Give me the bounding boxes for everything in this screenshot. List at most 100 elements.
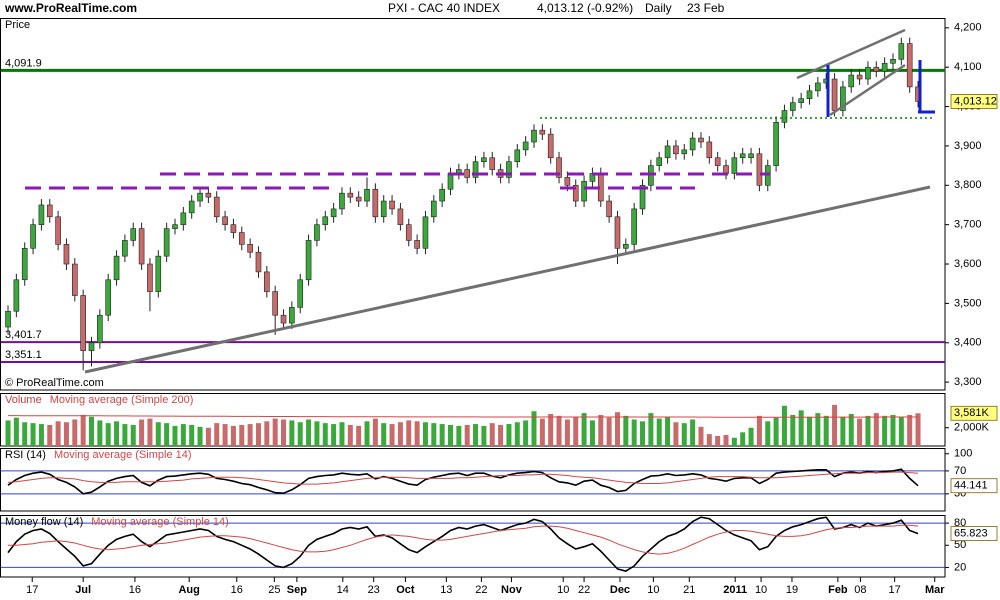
trend-line xyxy=(84,185,931,374)
y-tick-label: 3,500 xyxy=(954,297,982,309)
candle-body xyxy=(272,291,278,316)
volume-bar xyxy=(715,435,721,446)
volume-bar xyxy=(873,413,879,446)
x-tick-label: Jul xyxy=(75,584,91,596)
volume-bar xyxy=(372,418,378,446)
candle-body xyxy=(138,228,145,265)
candle-body xyxy=(739,153,746,159)
volume-bar xyxy=(589,420,595,446)
candle-body xyxy=(556,157,562,178)
volume-bar xyxy=(297,422,303,446)
volume-bar xyxy=(473,424,479,446)
volume-bar xyxy=(915,413,921,446)
candle-body xyxy=(347,192,354,198)
period: Daily xyxy=(645,1,672,15)
volume-bar xyxy=(606,417,612,446)
volume-bar xyxy=(105,423,111,446)
volume-bar xyxy=(765,421,771,446)
volume-bar xyxy=(756,415,762,446)
legend-entry: Moving average (Simple 200) xyxy=(50,394,194,406)
candle-body xyxy=(172,224,178,229)
y-tick-label: 3,900 xyxy=(954,140,982,152)
y-tick-label: 3,700 xyxy=(954,219,982,231)
candle-body xyxy=(581,181,587,202)
volume-bar xyxy=(790,414,796,446)
volume-bar xyxy=(197,426,203,446)
candle-body xyxy=(63,244,70,265)
candle-body xyxy=(789,102,796,111)
candle-body xyxy=(188,200,195,214)
volume-bar xyxy=(573,416,579,446)
volume-bar xyxy=(47,424,53,446)
candle-body xyxy=(489,157,496,170)
candle-body xyxy=(614,216,621,249)
candle-body xyxy=(673,145,679,155)
volume-bar xyxy=(30,423,36,446)
candle-body xyxy=(681,149,688,155)
volume-bar xyxy=(13,417,19,446)
candle-body xyxy=(514,149,521,162)
legend-entry: Moving average (Simple 14) xyxy=(54,449,192,461)
candle-body xyxy=(631,208,637,245)
x-tick-label: 10 xyxy=(755,584,767,596)
candle-body xyxy=(840,86,846,111)
volume-bar xyxy=(314,421,320,446)
volume-bar xyxy=(489,423,495,446)
volume-bar xyxy=(414,421,420,446)
volume-bar xyxy=(381,423,387,446)
y-tick-label: 4,100 xyxy=(954,61,982,73)
volume-bar xyxy=(640,421,646,446)
candle-body xyxy=(364,188,370,202)
site: www.ProRealTime.com xyxy=(4,1,137,15)
candle-body xyxy=(714,157,721,166)
date: 23 Feb xyxy=(687,1,725,15)
x-tick-label: Oct xyxy=(396,584,415,596)
volume-bar xyxy=(464,424,470,446)
volume-bar xyxy=(823,415,829,446)
candle-body xyxy=(397,208,404,225)
x-tick-label: Sep xyxy=(287,584,307,596)
volume-bar xyxy=(581,413,587,446)
volume-bar xyxy=(272,418,278,446)
volume-bar xyxy=(214,423,220,446)
candle-body xyxy=(748,153,754,159)
volume-bar xyxy=(698,426,704,446)
candle-body xyxy=(798,98,804,103)
x-tick-label: 16 xyxy=(129,584,141,596)
candle-body xyxy=(531,129,537,143)
panel-title: Price xyxy=(5,19,30,31)
volume-bar xyxy=(848,414,854,446)
candle-body xyxy=(372,188,379,218)
panel-title-text: RSI (14) xyxy=(5,449,46,461)
level-label: 4,091.9 xyxy=(5,57,42,69)
panel-title-text: Volume xyxy=(5,394,42,406)
candle-body xyxy=(330,208,337,218)
x-tick-label: 19 xyxy=(786,584,798,596)
drawings xyxy=(25,28,935,374)
volume-bar xyxy=(422,422,428,446)
candle-body xyxy=(773,122,779,166)
moving-average-line xyxy=(8,524,919,555)
candle-body xyxy=(297,279,304,308)
candle-body xyxy=(38,204,45,225)
volume-bar xyxy=(439,424,445,446)
volume-bar xyxy=(130,424,136,446)
candle-body xyxy=(264,271,270,292)
x-tick-label: 22 xyxy=(578,584,590,596)
candle-body xyxy=(305,240,312,281)
candle-body xyxy=(890,59,896,64)
watermark: © ProRealTime.com xyxy=(5,377,104,389)
x-tick-label: 25 xyxy=(268,584,280,596)
volume-bar xyxy=(63,422,69,446)
candle-body xyxy=(698,137,704,143)
candle-body xyxy=(856,74,863,80)
candle-body xyxy=(230,224,237,233)
volume-bar xyxy=(88,416,95,446)
level-label: 3,351.1 xyxy=(5,349,42,361)
candle-body xyxy=(481,157,487,162)
x-tick-label: Mar xyxy=(925,584,945,596)
indicator-line xyxy=(7,468,919,495)
moving-average-line xyxy=(7,471,919,485)
y-tick-label: 2,000K xyxy=(954,422,990,434)
